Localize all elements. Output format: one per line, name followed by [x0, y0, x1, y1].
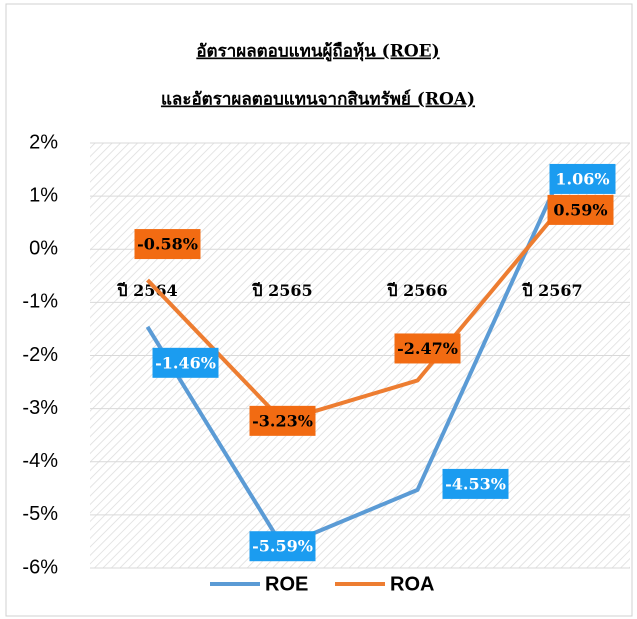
- line-series: [145, 192, 555, 549]
- y-tick-label: -3%: [22, 397, 58, 419]
- data-label-box: [249, 405, 316, 436]
- data-label: 1.06%: [555, 169, 609, 188]
- x-tick-label: ปี 2564: [116, 281, 178, 300]
- data-label-box: [249, 531, 316, 562]
- y-tick-label: -5%: [22, 503, 58, 525]
- data-label: -5.59%: [252, 537, 313, 556]
- data-label-box: [152, 347, 219, 378]
- data-label: -2.47%: [397, 339, 458, 358]
- data-label-box: [394, 333, 461, 364]
- chart-title: อัตราผลตอบแทนผู้ถือหุ้น (ROE): [196, 41, 439, 63]
- y-tick-label: 1%: [29, 184, 58, 206]
- y-tick-label: 2%: [29, 131, 58, 153]
- data-label: -0.58%: [137, 235, 198, 254]
- data-label-box: [134, 229, 201, 260]
- y-tick-label: -2%: [22, 344, 58, 366]
- x-tick-label: ปี 2566: [386, 281, 448, 300]
- legend-label: ROA: [390, 573, 434, 595]
- legend-label: ROE: [265, 573, 308, 595]
- data-label: -1.46%: [155, 353, 216, 372]
- y-tick-label: -1%: [22, 291, 58, 313]
- data-label-box: [547, 194, 614, 225]
- chart-subtitle: และอัตราผลตอบแทนจากสินทรัพย์ (ROA): [161, 89, 475, 110]
- data-label-box: [549, 163, 616, 194]
- x-tick-label: ปี 2565: [251, 281, 313, 300]
- x-tick-label: ปี 2567: [521, 281, 583, 300]
- data-label-box: [442, 468, 509, 499]
- data-label: -3.23%: [252, 411, 313, 430]
- y-tick-label: -4%: [22, 450, 58, 472]
- y-tick-label: -6%: [22, 556, 58, 578]
- y-tick-label: 0%: [29, 238, 58, 260]
- data-label: 0.59%: [553, 200, 607, 219]
- data-label: -4.53%: [445, 474, 506, 493]
